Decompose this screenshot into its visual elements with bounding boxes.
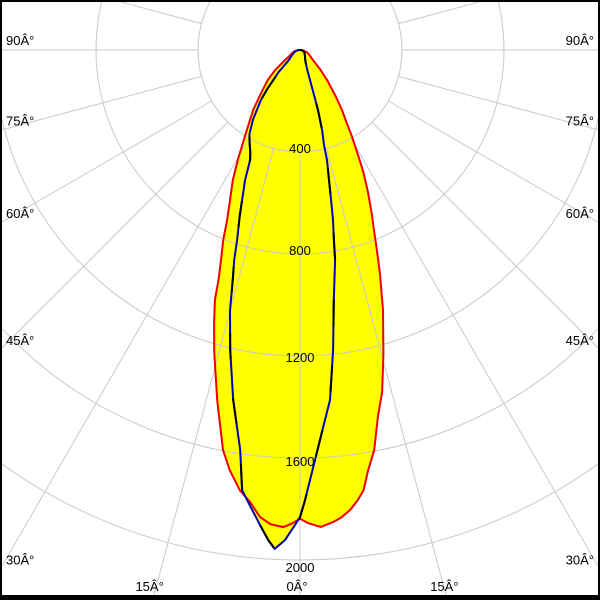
curve-layer (213, 49, 385, 550)
angle-label-left-30: 30Â° (6, 553, 34, 568)
angle-label-right-90: 90Â° (566, 33, 594, 48)
angle-label-left-90: 90Â° (6, 33, 34, 48)
angle-label-left-75: 75Â° (6, 113, 34, 128)
grid-radial-line--60deg (2, 100, 212, 223)
radial-tick-label-1200: 1200 (286, 350, 315, 365)
grid-radial-line--30deg (2, 138, 250, 568)
grid-radial-line-45deg (371, 121, 598, 349)
angle-label-bottom-15-left: 15Â° (135, 579, 163, 594)
angle-label-right-45: 45Â° (566, 333, 594, 348)
radial-tick-label-2000: 2000 (286, 560, 315, 575)
grid-radial-line-15deg (325, 148, 447, 595)
grid-radial-line-75deg (398, 75, 598, 131)
curve-fill-layer (214, 50, 384, 549)
grid-radial-line--45deg (2, 121, 229, 349)
grid-radial-line-30deg (350, 138, 598, 568)
radial-tick-label-400: 400 (289, 141, 311, 156)
beam-fill-blue-region (230, 50, 336, 549)
angle-label-right-60: 60Â° (566, 206, 594, 221)
angle-label-left-60: 60Â° (6, 206, 34, 221)
red-curve (213, 49, 385, 529)
angle-label-bottom-0: 0Â° (286, 579, 307, 594)
grid-radial-line-60deg (388, 100, 598, 223)
grid-radial-line--75deg (2, 75, 202, 131)
angle-label-right-75: 75Â° (566, 113, 594, 128)
radial-tick-label-800: 800 (289, 243, 311, 258)
radial-tick-label-1600: 1600 (286, 454, 315, 469)
angle-label-bottom-15-right: 15Â° (430, 579, 458, 594)
grid-radial-line--15deg (153, 148, 275, 595)
angle-label-left-45: 45Â° (6, 333, 34, 348)
axis-label-layer: 400 800 1200 1600 2000 90Â° 75Â° 60Â° 45Â° 30Â° 90… (6, 33, 594, 594)
blue-curve (229, 49, 337, 550)
angle-label-right-30: 30Â° (566, 553, 594, 568)
